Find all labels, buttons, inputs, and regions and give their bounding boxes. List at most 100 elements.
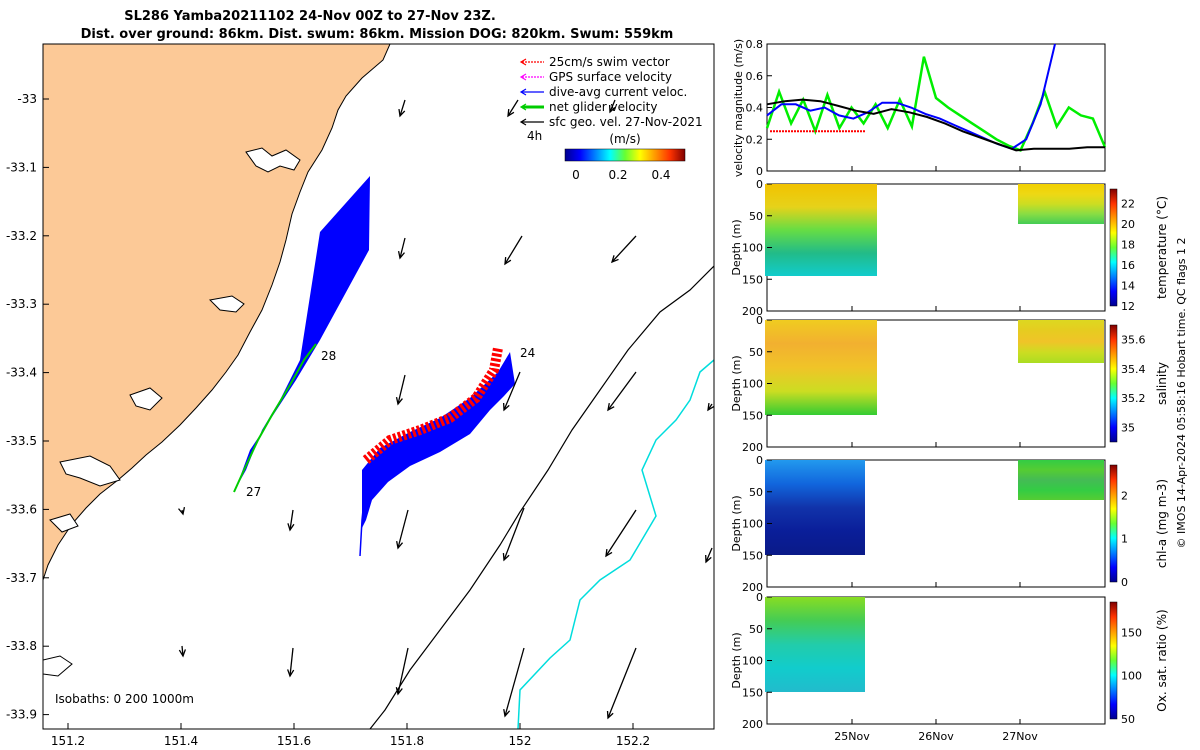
velocity-frame	[766, 43, 1106, 172]
land-area	[43, 44, 391, 581]
estuary-5	[49, 513, 79, 533]
map-cbar-tick: 0	[572, 168, 580, 182]
lon-tick-label: 151.6	[277, 734, 311, 748]
geo-arrow-shaft	[609, 99, 616, 113]
geo-arrow-shaft	[705, 547, 713, 563]
velocity-lines	[765, 43, 1107, 153]
legend-label: dive-avg current veloc.	[549, 85, 687, 99]
legend-arrowhead	[519, 73, 527, 81]
velocity-ylabel: velocity magnitude (m/s)	[732, 39, 745, 177]
section-data-block	[1018, 320, 1104, 363]
geo-arrow-shaft	[503, 507, 525, 561]
lon-tick-label: 151.8	[390, 734, 424, 748]
section-panel: 0 50 100 150 200 Depth (m) 50 100 150 Ox. sat. ra…	[730, 591, 1169, 731]
depth-tick-label: 200	[742, 305, 763, 318]
vel-ytick-label: 0	[756, 165, 763, 178]
geo-arrow-shaft	[504, 647, 525, 717]
legend-arrowhead	[519, 88, 527, 96]
lat-tick-label: -33.4	[6, 366, 37, 380]
section-ylabel: Depth (m)	[730, 219, 743, 275]
day-label-28: 28	[321, 349, 336, 363]
colorbar-unit: (m/s)	[609, 132, 640, 146]
geo-arrow-head	[287, 669, 295, 678]
legend-label: net glider velocity	[549, 100, 657, 114]
geo-arrow-head	[503, 708, 511, 718]
geo-arrow-shaft	[605, 509, 637, 557]
depth-tick-label: 50	[749, 346, 763, 359]
lon-tick-label: 151.4	[164, 734, 198, 748]
geo-arrow-shaft	[397, 509, 409, 549]
lat-tick-label: -33.2	[6, 229, 37, 243]
depth-tick-label: 50	[749, 210, 763, 223]
net-velocity-track	[233, 343, 317, 493]
depth-tick-label: 150	[742, 409, 763, 422]
vel-ytick-label: 0.6	[746, 70, 764, 83]
section-cbar-label: Ox. sat. ratio (%)	[1155, 609, 1169, 711]
depth-tick-label: 100	[742, 518, 763, 531]
section-ylabel: Depth (m)	[730, 632, 743, 688]
geo-arrow-head	[502, 552, 510, 562]
geo-arrow-head	[396, 541, 404, 550]
geo-arrow-shaft	[607, 371, 637, 411]
geo-arrow-shaft	[397, 647, 409, 695]
legend-label: 25cm/s swim vector	[549, 55, 670, 69]
copyright-note: © IMOS 14-Apr-2024 05:58:16 Hobart time.…	[1175, 238, 1188, 549]
lat-tick-label: -33.5	[6, 434, 37, 448]
section-cbar-tick: 150	[1121, 626, 1142, 639]
time-axis: 25Nov 26Nov 27Nov	[834, 166, 1038, 743]
depth-tick-label: 50	[749, 623, 763, 636]
time-tick-label: 27Nov	[1002, 730, 1038, 743]
section-colorbar	[1109, 464, 1118, 583]
isobath-black	[369, 265, 714, 729]
depth-tick-label: 150	[742, 686, 763, 699]
section-data-block	[765, 460, 865, 555]
section-cbar-label: salinity	[1155, 362, 1169, 405]
depth-tick-label: 100	[742, 242, 763, 255]
isobath-cyan	[517, 359, 714, 729]
section-cbar-tick: 20	[1121, 218, 1135, 231]
geo-arrow-head	[178, 507, 186, 516]
lat-tick-label: -33.9	[6, 708, 37, 722]
map-colorbar	[564, 148, 686, 162]
vel-ytick-label: 0.8	[746, 38, 764, 51]
section-cbar-tick: 1	[1121, 533, 1128, 546]
depth-tick-label: 100	[742, 378, 763, 391]
section-cbar-tick: 0	[1121, 576, 1128, 589]
section-cbar-tick: 50	[1121, 713, 1135, 726]
depth-tick-label: 0	[756, 454, 763, 467]
isobaths-label: Isobaths: 0 200 1000m	[55, 692, 194, 706]
section-cbar-label: chl-a (mg m-3)	[1155, 479, 1169, 568]
section-cbar-tick: 35.2	[1121, 392, 1146, 405]
estuary-1	[245, 147, 301, 173]
legend-arrowhead	[519, 118, 527, 126]
lat-tick-label: -33.3	[6, 297, 37, 311]
section-cbar-tick: 18	[1121, 238, 1135, 251]
estuary-3	[129, 387, 163, 411]
geo-arrow-shaft	[289, 647, 294, 677]
lat-tick-label: -33.8	[6, 639, 37, 653]
day-label-24: 24	[520, 346, 535, 360]
geo-arrow-head	[605, 548, 613, 558]
lon-tick-label: 152.2	[616, 734, 650, 748]
geo-arrow-shaft	[607, 647, 637, 719]
map-frame	[42, 43, 715, 730]
geo-arrow-head	[395, 397, 403, 406]
geo-arrow-head	[607, 402, 615, 412]
geo-arrow-shaft	[397, 374, 406, 405]
section-panel: 0 50 100 150 200 Depth (m) 35 35.2 35.4 35.6 salin…	[730, 314, 1169, 454]
legend-arrowhead	[519, 58, 527, 66]
depth-tick-label: 50	[749, 486, 763, 499]
depth-tick-label: 0	[756, 591, 763, 604]
vel-ytick-label: 0.4	[746, 102, 764, 115]
map-cbar-tick: 0.2	[608, 168, 627, 182]
geostrophic-arrows	[178, 99, 714, 720]
lat-tick-label: -33	[17, 92, 37, 106]
geo-arrow-shaft	[399, 237, 406, 259]
estuary-2	[208, 295, 245, 313]
map-cbar-tick: 0.4	[651, 168, 670, 182]
current-swath-north	[236, 176, 370, 488]
vel-ytick-label: 0.2	[746, 133, 764, 146]
section-cbar-tick: 16	[1121, 259, 1135, 272]
